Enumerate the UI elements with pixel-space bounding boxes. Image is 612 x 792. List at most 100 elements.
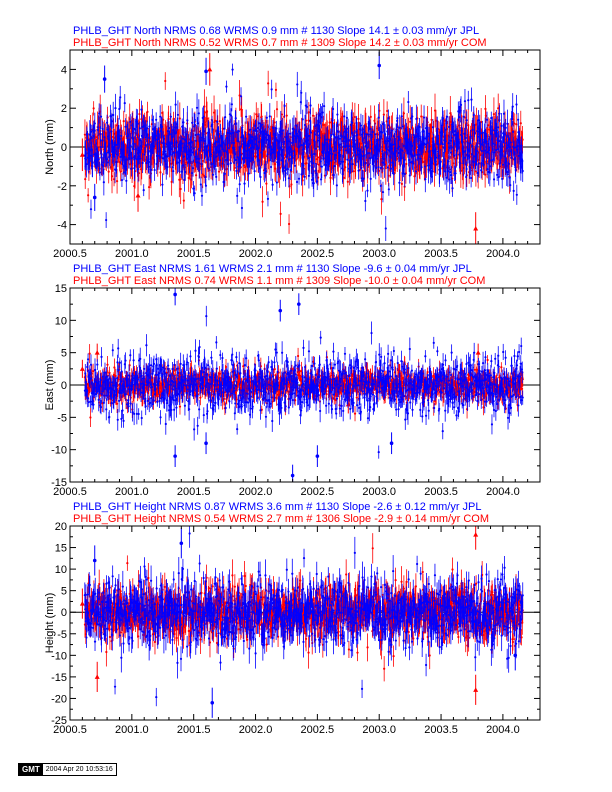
- data-point: [328, 152, 332, 155]
- data-point: [299, 137, 302, 140]
- data-point: [381, 161, 384, 164]
- data-point: [381, 190, 385, 194]
- data-point: [176, 113, 180, 116]
- data-point: [405, 162, 408, 166]
- y-tick-label: -2: [57, 181, 67, 193]
- data-point: [260, 115, 263, 118]
- data-point: [219, 130, 222, 133]
- data-point: [510, 139, 514, 142]
- data-point: [264, 170, 268, 173]
- outlier-point: [207, 66, 213, 72]
- data-point: [488, 165, 492, 168]
- data-point: [397, 145, 401, 148]
- data-point: [101, 127, 104, 131]
- data-point: [304, 119, 308, 122]
- data-point: [379, 135, 382, 138]
- data-point: [159, 155, 162, 158]
- data-point: [401, 149, 404, 152]
- outlier-point: [473, 225, 479, 231]
- data-point: [191, 167, 195, 170]
- data-point: [328, 121, 331, 124]
- data-point: [201, 159, 205, 162]
- data-point: [295, 132, 298, 135]
- data-point: [156, 150, 159, 153]
- data-point: [310, 153, 313, 156]
- data-point: [332, 173, 335, 177]
- data-point: [400, 182, 403, 186]
- data-point: [344, 149, 348, 152]
- data-point: [435, 156, 438, 159]
- data-point: [481, 131, 484, 134]
- data-point: [377, 166, 380, 169]
- data-point: [309, 131, 312, 134]
- data-point: [489, 132, 493, 136]
- data-point: [439, 160, 442, 163]
- data-point: [320, 165, 323, 168]
- data-point: [473, 132, 476, 135]
- data-point: [262, 141, 265, 144]
- data-point: [449, 139, 452, 142]
- data-point: [143, 153, 146, 156]
- data-point: [373, 133, 377, 136]
- data-point: [161, 111, 164, 115]
- data-point: [369, 115, 372, 118]
- data-point: [336, 130, 340, 133]
- data-point: [507, 162, 510, 165]
- data-point: [375, 157, 378, 160]
- data-point: [171, 142, 174, 145]
- data-point: [263, 171, 266, 175]
- data-point: [233, 152, 237, 156]
- data-point: [98, 112, 101, 115]
- data-point: [484, 114, 487, 117]
- data-point: [472, 160, 475, 163]
- data-point: [265, 182, 268, 185]
- data-point: [144, 144, 147, 147]
- data-point: [463, 132, 466, 135]
- data-point: [458, 115, 461, 119]
- data-point: [202, 115, 205, 118]
- data-point: [514, 137, 518, 140]
- data-point: [126, 146, 129, 149]
- data-point: [130, 167, 133, 170]
- data-point: [353, 115, 356, 119]
- data-point: [471, 128, 474, 131]
- data-point: [401, 125, 405, 128]
- data-point: [330, 152, 334, 156]
- data-point: [185, 145, 188, 148]
- data-point: [170, 180, 173, 183]
- data-point: [310, 178, 314, 181]
- data-point: [384, 227, 387, 230]
- data-point: [118, 160, 121, 164]
- data-point: [110, 120, 114, 123]
- data-point: [311, 114, 315, 117]
- data-point: [113, 141, 116, 144]
- data-point: [211, 173, 215, 176]
- data-point: [316, 130, 319, 133]
- data-point: [510, 156, 513, 160]
- data-point: [90, 136, 93, 140]
- data-point: [351, 163, 354, 166]
- data-point: [115, 180, 119, 183]
- data-point: [301, 118, 304, 121]
- data-point: [364, 161, 367, 165]
- data-point: [442, 163, 446, 166]
- data-point: [210, 163, 213, 166]
- data-point: [414, 136, 417, 139]
- data-point: [239, 153, 242, 156]
- data-point: [480, 149, 484, 153]
- data-point: [514, 168, 517, 172]
- data-point: [237, 130, 240, 133]
- data-point: [136, 168, 140, 171]
- data-point: [83, 133, 87, 136]
- data-point: [454, 172, 457, 175]
- data-point: [340, 135, 343, 138]
- data-point: [319, 160, 322, 163]
- data-point: [517, 118, 520, 121]
- data-point: [146, 143, 149, 146]
- data-point: [122, 171, 126, 174]
- data-point: [188, 160, 191, 163]
- x-tick-label: 2001.0: [115, 248, 149, 260]
- data-point: [178, 117, 181, 120]
- data-point: [451, 187, 454, 190]
- data-point: [414, 170, 418, 173]
